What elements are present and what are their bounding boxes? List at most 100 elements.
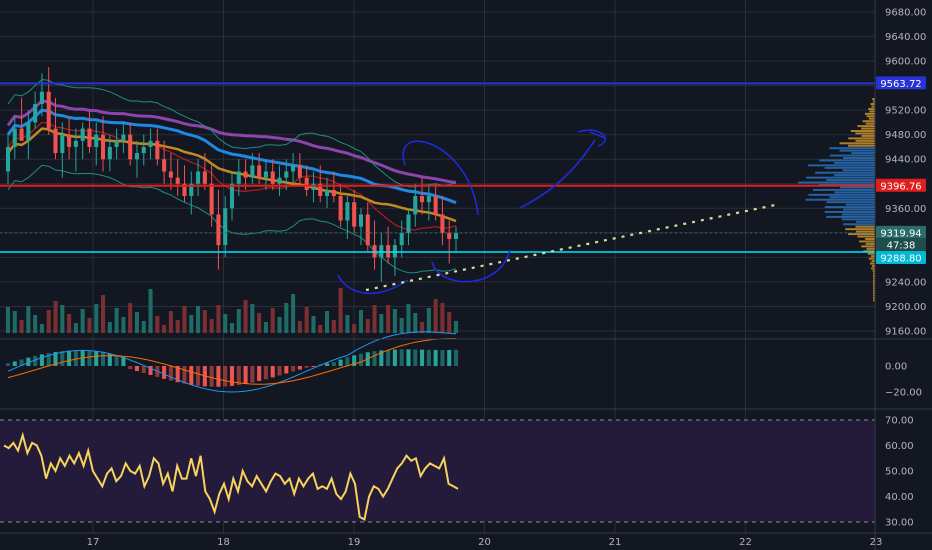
candle[interactable] <box>236 159 241 197</box>
candle[interactable] <box>447 220 452 264</box>
candle[interactable] <box>148 128 153 160</box>
candle[interactable] <box>60 122 65 178</box>
macd-histogram-bar <box>243 366 248 384</box>
candle[interactable] <box>338 183 343 227</box>
candle[interactable] <box>345 196 350 239</box>
candle[interactable] <box>87 110 92 154</box>
candle[interactable] <box>453 226 459 252</box>
candle[interactable] <box>358 208 364 246</box>
macd-histogram-bar <box>297 366 302 370</box>
candle[interactable] <box>12 116 17 160</box>
candle[interactable] <box>26 110 31 160</box>
candle[interactable] <box>162 140 167 184</box>
macd-histogram-bar <box>100 352 106 366</box>
price-tag-label: 9396.76 <box>880 181 921 192</box>
candle[interactable] <box>318 165 323 203</box>
candle[interactable] <box>100 116 106 172</box>
arc-annotation-top[interactable] <box>402 140 479 216</box>
macd-histogram-bar <box>311 366 316 367</box>
volume-bars <box>5 288 459 333</box>
candle[interactable] <box>128 122 133 166</box>
candle[interactable] <box>250 153 255 184</box>
candlesticks[interactable] <box>5 67 459 282</box>
volume-bar <box>134 312 140 333</box>
candle[interactable] <box>209 165 214 227</box>
candle[interactable] <box>94 122 99 166</box>
volume-bar <box>229 323 235 333</box>
candle[interactable] <box>420 177 425 215</box>
candle[interactable] <box>155 128 160 166</box>
candle[interactable] <box>297 153 302 184</box>
rsi-tick-label: 70.00 <box>885 416 914 427</box>
macd-histogram-bar <box>196 366 201 386</box>
volume-profile-bar <box>867 252 875 255</box>
candle[interactable] <box>73 128 78 172</box>
candle[interactable] <box>257 153 262 184</box>
candle[interactable] <box>134 140 140 178</box>
hand-drawn-annotations[interactable] <box>337 129 781 295</box>
candle[interactable] <box>365 202 370 252</box>
candle[interactable] <box>33 91 38 129</box>
candle[interactable] <box>19 97 24 141</box>
candle-body <box>447 232 452 239</box>
volume-profile-bar <box>829 147 875 150</box>
volume-profile-bar <box>869 110 875 113</box>
candle[interactable] <box>277 165 282 197</box>
time-axis[interactable]: 17 18 19 20 21 22 23 <box>87 537 883 548</box>
arc-annotation-right[interactable] <box>431 249 511 283</box>
candle[interactable] <box>324 177 330 209</box>
arrow-annotation[interactable] <box>519 129 606 209</box>
candle[interactable] <box>189 171 194 215</box>
volume-bar <box>196 306 201 333</box>
candle[interactable] <box>291 153 296 184</box>
dotted-trendline[interactable] <box>365 202 781 292</box>
candle[interactable] <box>53 97 58 160</box>
volume-bar <box>182 306 187 333</box>
candle[interactable] <box>114 128 119 160</box>
candle[interactable] <box>39 73 44 117</box>
volume-profile-bar <box>848 233 875 236</box>
candle[interactable] <box>216 189 221 270</box>
candle[interactable] <box>141 134 146 166</box>
volume-profile-bar <box>841 218 875 221</box>
candle-body <box>121 134 126 141</box>
horizontal-levels[interactable] <box>0 82 875 253</box>
candle[interactable] <box>46 67 51 135</box>
candle[interactable] <box>433 183 438 221</box>
candle[interactable] <box>304 165 309 197</box>
candle[interactable] <box>440 196 445 246</box>
candle[interactable] <box>229 171 235 221</box>
candle[interactable] <box>352 189 357 233</box>
price-tag-box <box>876 178 926 192</box>
volume-profile-bar <box>871 255 875 258</box>
candle[interactable] <box>121 122 126 154</box>
candle[interactable] <box>107 134 112 172</box>
volume-bar <box>67 314 72 333</box>
volume-profile-bar <box>873 282 875 285</box>
candle[interactable] <box>80 122 85 160</box>
candle[interactable] <box>182 165 187 203</box>
volume-profile-bar <box>865 237 875 240</box>
price-tick-label: 9640.00 <box>885 32 926 43</box>
ma-purple <box>6 99 457 184</box>
candle[interactable] <box>413 183 418 227</box>
candle[interactable] <box>168 153 173 190</box>
candle[interactable] <box>331 171 336 203</box>
volume-profile-bar <box>870 262 875 265</box>
candle[interactable] <box>67 116 72 160</box>
candle[interactable] <box>406 208 411 246</box>
candle[interactable] <box>426 183 431 221</box>
candle[interactable] <box>202 153 207 190</box>
candle[interactable] <box>196 159 201 197</box>
candle[interactable] <box>311 171 316 203</box>
macd-histogram-bar <box>87 350 92 366</box>
candle-body <box>87 128 92 147</box>
volume-profile <box>798 98 875 302</box>
candle[interactable] <box>223 196 228 258</box>
candle[interactable] <box>5 134 11 184</box>
arc-annotation-left[interactable] <box>337 274 409 295</box>
time-tick-label: 20 <box>478 537 491 548</box>
candle[interactable] <box>175 159 180 197</box>
